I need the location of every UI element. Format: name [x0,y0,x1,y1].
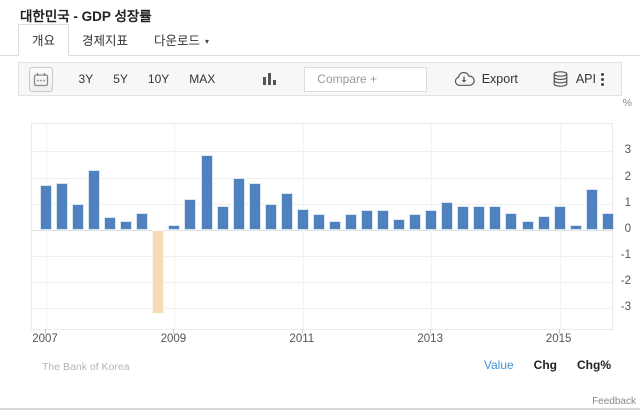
x-tick [558,329,560,334]
chart-bar[interactable] [40,185,52,230]
chart-bar[interactable] [553,206,566,230]
tab-download-label: 다운로드 [154,34,201,48]
chart-bar[interactable] [296,208,309,230]
chart-bar[interactable] [216,206,229,230]
feedback-link[interactable]: Feedback [592,396,636,407]
chart-bar[interactable] [441,202,454,230]
chart-bar[interactable] [184,198,197,230]
gridline [32,151,612,153]
gridline [32,177,612,179]
export-label: Export [481,72,518,86]
kebab-menu-icon[interactable] [596,70,609,89]
chart-bar[interactable] [489,206,502,230]
chart-bar[interactable] [505,212,518,230]
export-button[interactable]: Export [453,71,518,87]
chart-bar[interactable] [601,212,614,230]
x-tick-label: 2013 [417,333,443,345]
y-tick-label: 3 [624,144,631,157]
y-tick-label: -3 [620,301,631,314]
chart-bar[interactable] [393,219,406,230]
chart-bar-highlighted[interactable] [152,229,165,314]
x-axis-labels: 2007 2009 2011 2013 2015 [31,329,613,349]
gridline [32,308,612,310]
compare-input[interactable]: Compare + [304,66,427,92]
calendar-button[interactable] [29,66,53,92]
chg-link[interactable]: Chg [533,358,557,372]
chart-bar[interactable] [569,224,582,230]
y-tick-label: -2 [620,275,631,288]
range-3y[interactable]: 3Y [78,72,94,86]
series-mode-links: Value Chg Chg% [484,358,611,372]
chart-bar[interactable] [88,169,101,230]
chart-bar[interactable] [585,189,598,230]
x-tick-label: 2015 [545,333,572,345]
zero-gridline [32,229,612,231]
x-tick [301,329,303,334]
chart-bar[interactable] [521,220,534,230]
chart-bar[interactable] [409,214,422,230]
y-tick-label: 1 [624,196,631,209]
chart-bar[interactable] [537,215,550,230]
bottom-edge [0,408,640,410]
chart-bar[interactable] [104,216,117,230]
cloud-download-icon [453,71,475,87]
chevron-down-icon: ▾ [205,37,210,46]
chart-bar[interactable] [280,193,293,230]
gridline [32,282,612,284]
y-axis-unit: % [622,97,632,109]
value-link[interactable]: Value [483,358,514,372]
gridline [32,256,612,258]
chart-bar[interactable] [457,206,470,230]
chart-toolbar: 3Y 5Y 10Y MAX Compare + Export [18,62,622,96]
chart-bar[interactable] [312,214,325,230]
chart-bar[interactable] [473,206,486,230]
source-attribution: The Bank of Korea [42,361,130,373]
chart-plot-area[interactable] [31,123,614,330]
chart-bar[interactable] [264,203,277,230]
chart-type-icon[interactable] [263,73,278,85]
chart-bar[interactable] [377,210,390,230]
gridline [32,203,612,205]
x-tick [430,329,432,334]
range-10y[interactable]: 10Y [147,72,170,86]
chart-bar[interactable] [361,210,373,230]
page-title: 대한민국 - GDP 성장률 [20,9,152,24]
chart-bar[interactable] [425,210,438,230]
x-tick [173,329,175,334]
range-5y[interactable]: 5Y [113,72,128,86]
chart-bar[interactable] [56,182,69,230]
api-button[interactable]: API [552,71,596,87]
chart-bar[interactable] [344,214,357,230]
tab-indicators[interactable]: 경제지표 [82,34,129,48]
calendar-icon [33,72,49,87]
chart-bar[interactable] [232,177,245,230]
chart-bar[interactable] [120,220,133,230]
x-tick-label: 2009 [160,333,187,345]
chg-pct-link[interactable]: Chg% [577,358,611,372]
y-tick-label: -1 [620,249,631,262]
tab-bar: 개요 경제지표 다운로드 ▾ [0,24,640,56]
range-buttons: 3Y 5Y 10Y MAX [69,68,226,90]
database-icon [552,71,569,87]
chart-bar[interactable] [168,224,181,230]
chart-bar[interactable] [72,203,85,230]
y-axis-labels: 3 2 1 0 -1 -2 -3 [613,123,632,330]
chart-bar[interactable] [136,212,149,230]
x-tick-label: 2007 [32,333,58,345]
y-tick-label: 0 [624,222,631,235]
chart-bar[interactable] [328,220,341,230]
range-max[interactable]: MAX [189,72,216,86]
x-tick [45,329,46,334]
chart-bar[interactable] [248,182,261,230]
tab-download[interactable]: 다운로드 ▾ [141,25,222,55]
api-label: API [575,72,596,86]
tab-overview[interactable]: 개요 [18,24,70,56]
x-tick-label: 2011 [289,333,315,345]
y-tick-label: 2 [624,170,631,183]
chart-bar[interactable] [200,155,213,230]
